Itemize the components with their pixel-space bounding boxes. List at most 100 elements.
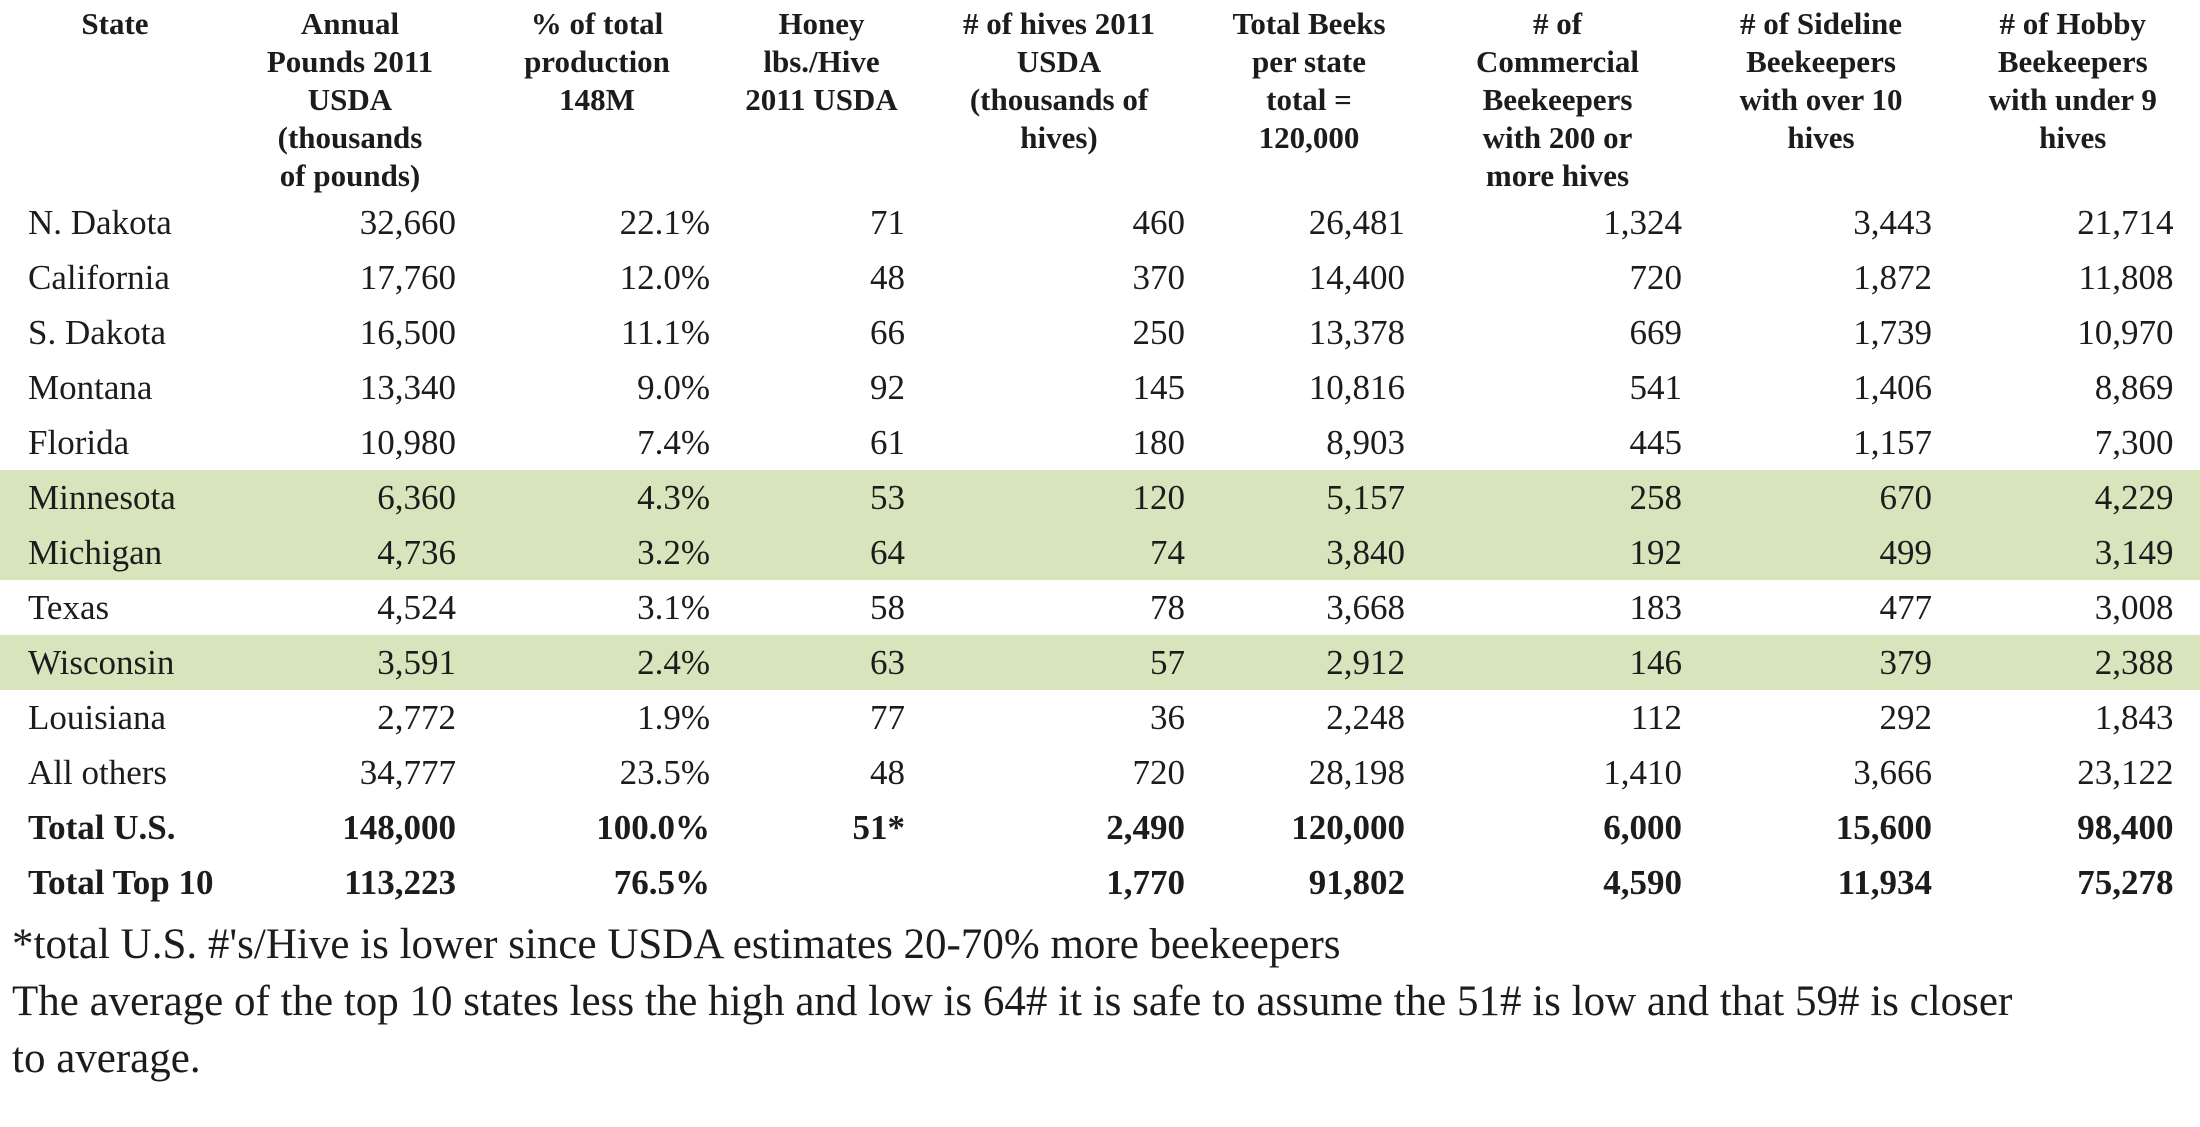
- value-cell: 7,300: [2094, 422, 2174, 462]
- column-header-total-beekeepers-per-state: Total Beeks per state total = 120,000: [1232, 6, 1386, 155]
- value-cell: 28,198: [1308, 752, 1405, 792]
- state-cell: N. Dakota: [28, 202, 172, 242]
- value-cell: [724, 855, 919, 910]
- value-cell: 370: [1132, 257, 1186, 297]
- value-cell: 78: [1150, 587, 1185, 627]
- footnote-top10-average-note: The average of the top 10 states less th…: [12, 978, 2013, 1082]
- state-cell: S. Dakota: [28, 312, 167, 352]
- row-michigan: Michigan 4,736 3.2% 64 74 3,840 192 499 3,149: [0, 525, 2200, 580]
- row-texas: Texas 4,524 3.1% 58 78 3,668 183 477 3,008: [0, 580, 2200, 635]
- row-total-top-10: Total Top 10 113,223 76.5% 1,770 91,802 4,590…: [0, 855, 2200, 910]
- value-cell: 258: [1629, 477, 1683, 517]
- value-cell: 4,736: [377, 532, 456, 572]
- value-cell: 92: [870, 367, 905, 407]
- value-cell: 77: [870, 697, 905, 737]
- value-cell: 3,840: [1326, 532, 1405, 572]
- column-header-sideline-beekeepers: # of Sideline Beekeepers with over 10 hi…: [1739, 6, 1903, 155]
- value-cell: 16,500: [359, 312, 456, 352]
- state-cell: Total U.S.: [28, 807, 176, 847]
- value-cell: 183: [1629, 587, 1683, 627]
- row-total-u-s: Total U.S. 148,000 100.0% 51* 2,490 120,000 6,…: [0, 800, 2200, 855]
- value-cell: 499: [1879, 532, 1933, 572]
- column-header-percent-of-production: % of total production 148M: [524, 6, 670, 117]
- value-cell: 34,777: [359, 752, 456, 792]
- state-cell: Wisconsin: [28, 642, 175, 682]
- value-cell: 11,808: [2078, 257, 2174, 297]
- value-cell: 57: [1150, 642, 1185, 682]
- value-cell: 91,802: [1308, 862, 1405, 902]
- value-cell: 113,223: [344, 862, 456, 902]
- value-cell: 32,660: [359, 202, 456, 242]
- value-cell: 250: [1132, 312, 1186, 352]
- value-cell: 17,760: [359, 257, 456, 297]
- value-cell: 3,008: [2094, 587, 2174, 627]
- value-cell: 26,481: [1308, 202, 1405, 242]
- value-cell: 3,668: [1326, 587, 1405, 627]
- value-cell: 48: [870, 257, 905, 297]
- value-cell: 180: [1132, 422, 1186, 462]
- value-cell: 76.5%: [613, 862, 710, 902]
- value-cell: 6,000: [1603, 807, 1682, 847]
- value-cell: 4,229: [2094, 477, 2174, 517]
- value-cell: 3,443: [1853, 202, 1932, 242]
- row-s-dakota: S. Dakota 16,500 11.1% 66 250 13,378 669 1,739 1…: [0, 305, 2200, 360]
- value-cell: 10,980: [359, 422, 456, 462]
- honey-production-table: State Annual Pounds 2011 USDA (thousands…: [0, 0, 2200, 910]
- value-cell: 1,324: [1603, 202, 1682, 242]
- row-n-dakota: N. Dakota 32,660 22.1% 71 460 26,481 1,324 3,44…: [0, 195, 2200, 250]
- state-cell: California: [28, 257, 170, 297]
- value-cell: 51*: [852, 807, 906, 847]
- state-cell: All others: [28, 752, 168, 792]
- row-wisconsin: Wisconsin 3,591 2.4% 63 57 2,912 146 379 2,388: [0, 635, 2200, 690]
- value-cell: 2.4%: [637, 642, 710, 682]
- value-cell: 66: [870, 312, 905, 352]
- value-cell: 13,378: [1308, 312, 1405, 352]
- row-louisiana: Louisiana 2,772 1.9% 77 36 2,248 112 292 1,843: [0, 690, 2200, 745]
- footnotes-block: *total U.S. #'s/Hive is lower since USDA…: [0, 910, 2175, 1087]
- value-cell: 720: [1629, 257, 1683, 297]
- value-cell: 1,157: [1853, 422, 1932, 462]
- value-cell: 3.1%: [637, 587, 710, 627]
- value-cell: 21,714: [2077, 202, 2174, 242]
- value-cell: 148,000: [342, 807, 456, 847]
- value-cell: 3.2%: [637, 532, 710, 572]
- row-montana: Montana 13,340 9.0% 92 145 10,816 541 1,406 8,86…: [0, 360, 2200, 415]
- value-cell: 48: [870, 752, 905, 792]
- value-cell: 23.5%: [619, 752, 710, 792]
- value-cell: 75,278: [2077, 862, 2174, 902]
- value-cell: 15,600: [1835, 807, 1932, 847]
- value-cell: 53: [870, 477, 905, 517]
- row-all-others: All others 34,777 23.5% 48 720 28,198 1,410 3,6…: [0, 745, 2200, 800]
- value-cell: 120: [1132, 477, 1186, 517]
- value-cell: 58: [870, 587, 905, 627]
- state-cell: Florida: [28, 422, 130, 462]
- value-cell: 120,000: [1291, 807, 1405, 847]
- value-cell: 2,772: [377, 697, 456, 737]
- value-cell: 1,843: [2094, 697, 2174, 737]
- value-cell: 1,406: [1853, 367, 1932, 407]
- value-cell: 4,590: [1603, 862, 1682, 902]
- value-cell: 8,869: [2094, 367, 2174, 407]
- value-cell: 2,490: [1106, 807, 1185, 847]
- column-header-hobby-beekeepers: # of Hobby Beekeepers with under 9 hives: [1988, 6, 2157, 155]
- value-cell: 460: [1132, 202, 1186, 242]
- state-cell: Montana: [28, 367, 153, 407]
- value-cell: 2,248: [1326, 697, 1405, 737]
- value-cell: 6,360: [377, 477, 456, 517]
- value-cell: 8,903: [1326, 422, 1405, 462]
- row-florida: Florida 10,980 7.4% 61 180 8,903 445 1,157 7,300: [0, 415, 2200, 470]
- value-cell: 4,524: [377, 587, 456, 627]
- value-cell: 292: [1879, 697, 1933, 737]
- value-cell: 379: [1879, 642, 1933, 682]
- value-cell: 14,400: [1308, 257, 1405, 297]
- value-cell: 3,149: [2094, 532, 2174, 572]
- state-cell: Louisiana: [28, 697, 167, 737]
- value-cell: 5,157: [1326, 477, 1405, 517]
- value-cell: 4.3%: [637, 477, 710, 517]
- value-cell: 11.1%: [620, 312, 710, 352]
- value-cell: 3,591: [377, 642, 456, 682]
- value-cell: 145: [1132, 367, 1186, 407]
- value-cell: 11,934: [1837, 862, 1932, 902]
- value-cell: 1,872: [1853, 257, 1932, 297]
- state-cell: Total Top 10: [28, 862, 214, 902]
